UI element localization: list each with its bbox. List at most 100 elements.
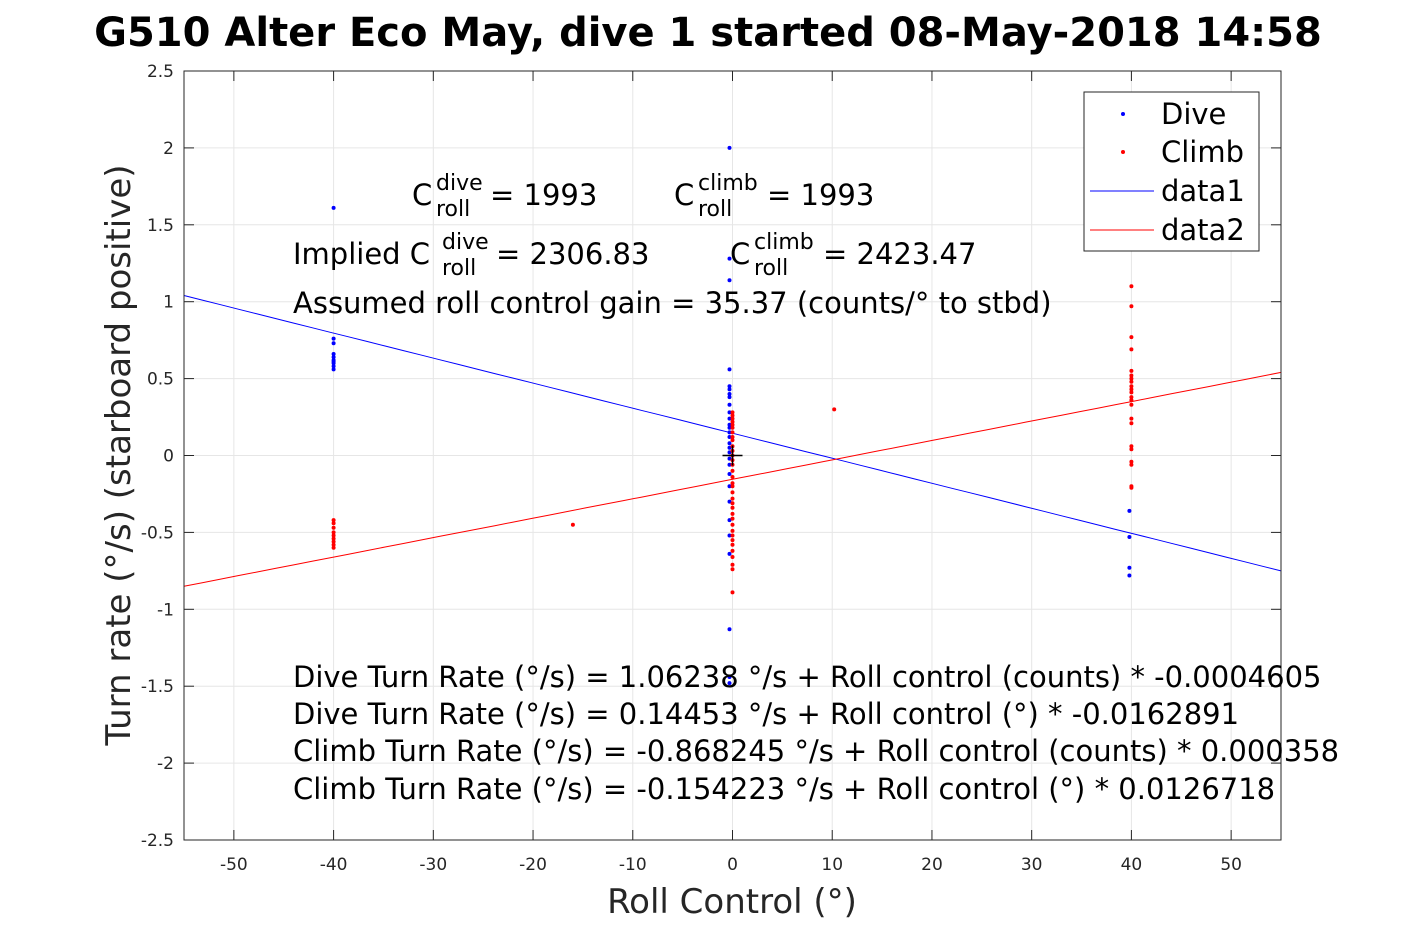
legend-climb-label: Climb (1161, 135, 1244, 169)
climb-point (730, 538, 735, 543)
climb-point (730, 435, 735, 439)
annotation-eq-dive-counts: Dive Turn Rate (°/s) = 1.06238 °/s + Rol… (293, 660, 1321, 694)
implied-dive-sup: dive (442, 230, 489, 255)
climb-point (1129, 347, 1134, 352)
c-dive-main: C (412, 178, 432, 212)
dive-point (727, 410, 732, 415)
legend: Dive Climb data1 data2 (1083, 91, 1260, 252)
dive-point (727, 456, 732, 461)
climb-point (730, 533, 735, 538)
y-axis-label: Turn rate (°/s) (starboard positive) (99, 164, 139, 746)
climb-point (730, 542, 735, 547)
dive-point (727, 384, 732, 389)
dive-point (331, 336, 336, 341)
climb-point (331, 518, 336, 523)
climb-point (730, 468, 735, 473)
origin-marker (722, 445, 743, 466)
climb-point (730, 548, 735, 553)
fit-line-data2 (183, 371, 1282, 587)
climb-point (331, 530, 336, 535)
y-tick-label: -2 (157, 754, 174, 774)
c-climb-sub: roll (698, 197, 732, 222)
implied-climb-value: = 2423.47 (823, 237, 976, 271)
legend-dive-label: Dive (1161, 97, 1226, 131)
climb-point (730, 490, 735, 495)
y-tick-label: 1 (163, 293, 174, 313)
climb-point (730, 501, 735, 506)
annotation-eq-climb-counts: Climb Turn Rate (°/s) = -0.868245 °/s + … (293, 734, 1339, 768)
dive-point (331, 361, 336, 366)
x-tick-label: 50 (1220, 855, 1242, 875)
y-tick-label: -0.5 (141, 523, 174, 543)
c-dive-value: = 1993 (490, 178, 597, 212)
x-tick-label: 20 (921, 855, 943, 875)
climb-point (730, 481, 735, 486)
x-axis-label: Roll Control (°) (607, 882, 857, 922)
annotation-implied: Implied C dive roll = 2306.83 C climb ro… (293, 230, 976, 281)
climb-point (1129, 459, 1134, 464)
x-tick-label: -50 (220, 855, 248, 875)
climb-point (1129, 304, 1134, 309)
dive-point (727, 551, 732, 556)
c-climb-value: = 1993 (767, 178, 874, 212)
climb-point (1129, 387, 1134, 392)
annotation-c-climb: C climb roll = 1993 (674, 171, 874, 222)
implied-climb-sub: roll (754, 256, 788, 281)
climb-point (730, 562, 735, 567)
svg-text:C: C (412, 178, 432, 212)
climb-point (730, 416, 735, 421)
dive-point (727, 462, 732, 467)
implied-dive-sub: roll (442, 256, 476, 281)
dive-point (727, 145, 732, 150)
x-tick-label: -30 (419, 855, 447, 875)
x-tick-label: -40 (320, 855, 348, 875)
climb-point (730, 511, 735, 516)
dive-point (331, 364, 336, 369)
dive-point (1127, 535, 1132, 539)
legend-data1-label: data1 (1161, 174, 1245, 208)
x-tick-label: -10 (619, 855, 647, 875)
dive-point (727, 484, 732, 489)
dive-point (1127, 508, 1132, 513)
climb-point (331, 533, 336, 538)
dive-point (727, 430, 732, 435)
dive-point (727, 425, 732, 430)
dive-point (331, 341, 336, 346)
climb-point (1129, 390, 1134, 395)
dive-point (727, 518, 732, 523)
dive-point (331, 352, 336, 356)
climb-point (730, 425, 735, 430)
y-tick-label: 2.5 (147, 62, 174, 82)
y-tick-label: -2.5 (141, 831, 174, 851)
dive-point (727, 441, 732, 446)
climb-point (1129, 376, 1134, 381)
data-points (331, 145, 1134, 686)
dive-point (331, 355, 336, 360)
climb-point (1129, 485, 1134, 490)
climb-point (730, 516, 735, 521)
x-tick-label: 40 (1121, 855, 1143, 875)
legend-dive-marker (1121, 112, 1125, 116)
implied-climb-main: C (730, 237, 750, 271)
dive-point (727, 416, 732, 421)
dive-point (727, 627, 732, 632)
annotation-eq-climb-deg: Climb Turn Rate (°/s) = -0.154223 °/s + … (293, 772, 1275, 806)
dive-point (727, 681, 732, 686)
dive-point (727, 392, 732, 396)
dive-point (727, 499, 732, 504)
climb-point (1129, 462, 1134, 467)
y-tick-label: 0.5 (147, 370, 174, 390)
x-tick-label: -20 (519, 855, 547, 875)
annotation-gain: Assumed roll control gain = 35.37 (count… (293, 286, 1052, 320)
climb-point (1129, 384, 1134, 389)
climb-point (331, 542, 336, 547)
dive-point (331, 367, 336, 372)
climb-point (1129, 379, 1134, 384)
climb-point (730, 528, 735, 533)
climb-point (730, 413, 735, 418)
dive-point (727, 675, 732, 679)
x-tick-label: 10 (821, 855, 843, 875)
climb-point (1129, 398, 1134, 403)
climb-point (570, 522, 575, 527)
